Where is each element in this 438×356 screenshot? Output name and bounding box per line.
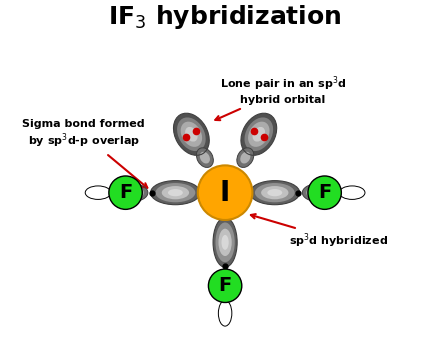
Ellipse shape xyxy=(121,186,144,199)
Ellipse shape xyxy=(253,127,265,142)
Ellipse shape xyxy=(168,189,183,196)
Ellipse shape xyxy=(241,113,277,155)
Ellipse shape xyxy=(339,186,365,199)
Ellipse shape xyxy=(180,122,202,147)
Ellipse shape xyxy=(177,117,206,151)
Ellipse shape xyxy=(267,189,282,196)
Ellipse shape xyxy=(250,180,300,205)
Ellipse shape xyxy=(215,222,235,262)
Ellipse shape xyxy=(126,189,139,197)
Ellipse shape xyxy=(85,186,111,199)
Circle shape xyxy=(308,176,341,209)
Text: F: F xyxy=(318,183,331,202)
Circle shape xyxy=(198,166,252,220)
Text: F: F xyxy=(219,276,232,295)
Ellipse shape xyxy=(221,278,229,292)
Ellipse shape xyxy=(261,186,289,199)
Title: IF$_3$ hybridization: IF$_3$ hybridization xyxy=(108,3,342,31)
Ellipse shape xyxy=(237,148,254,167)
Ellipse shape xyxy=(302,184,333,201)
Ellipse shape xyxy=(213,218,237,267)
Circle shape xyxy=(109,176,142,209)
Ellipse shape xyxy=(248,122,269,147)
Ellipse shape xyxy=(219,229,232,256)
Ellipse shape xyxy=(222,235,229,250)
Ellipse shape xyxy=(200,152,210,163)
Ellipse shape xyxy=(240,152,251,163)
Ellipse shape xyxy=(255,183,295,202)
Text: Sigma bond formed
by sp$^3$d-p overlap: Sigma bond formed by sp$^3$d-p overlap xyxy=(22,119,147,188)
Ellipse shape xyxy=(244,117,273,151)
Text: sp$^3$d hybridized: sp$^3$d hybridized xyxy=(251,214,389,250)
Ellipse shape xyxy=(196,148,213,167)
Ellipse shape xyxy=(219,274,232,297)
Ellipse shape xyxy=(162,186,189,199)
Text: Lone pair in an sp$^3$d
hybrid orbital: Lone pair in an sp$^3$d hybrid orbital xyxy=(215,75,346,120)
Ellipse shape xyxy=(155,183,195,202)
Ellipse shape xyxy=(311,189,325,197)
Circle shape xyxy=(208,269,242,303)
Ellipse shape xyxy=(219,300,232,326)
Text: I: I xyxy=(220,179,230,207)
Ellipse shape xyxy=(151,180,200,205)
Ellipse shape xyxy=(185,127,198,142)
Text: F: F xyxy=(119,183,132,202)
Ellipse shape xyxy=(173,113,209,155)
Ellipse shape xyxy=(117,184,148,201)
Ellipse shape xyxy=(306,186,329,199)
Ellipse shape xyxy=(216,270,234,300)
